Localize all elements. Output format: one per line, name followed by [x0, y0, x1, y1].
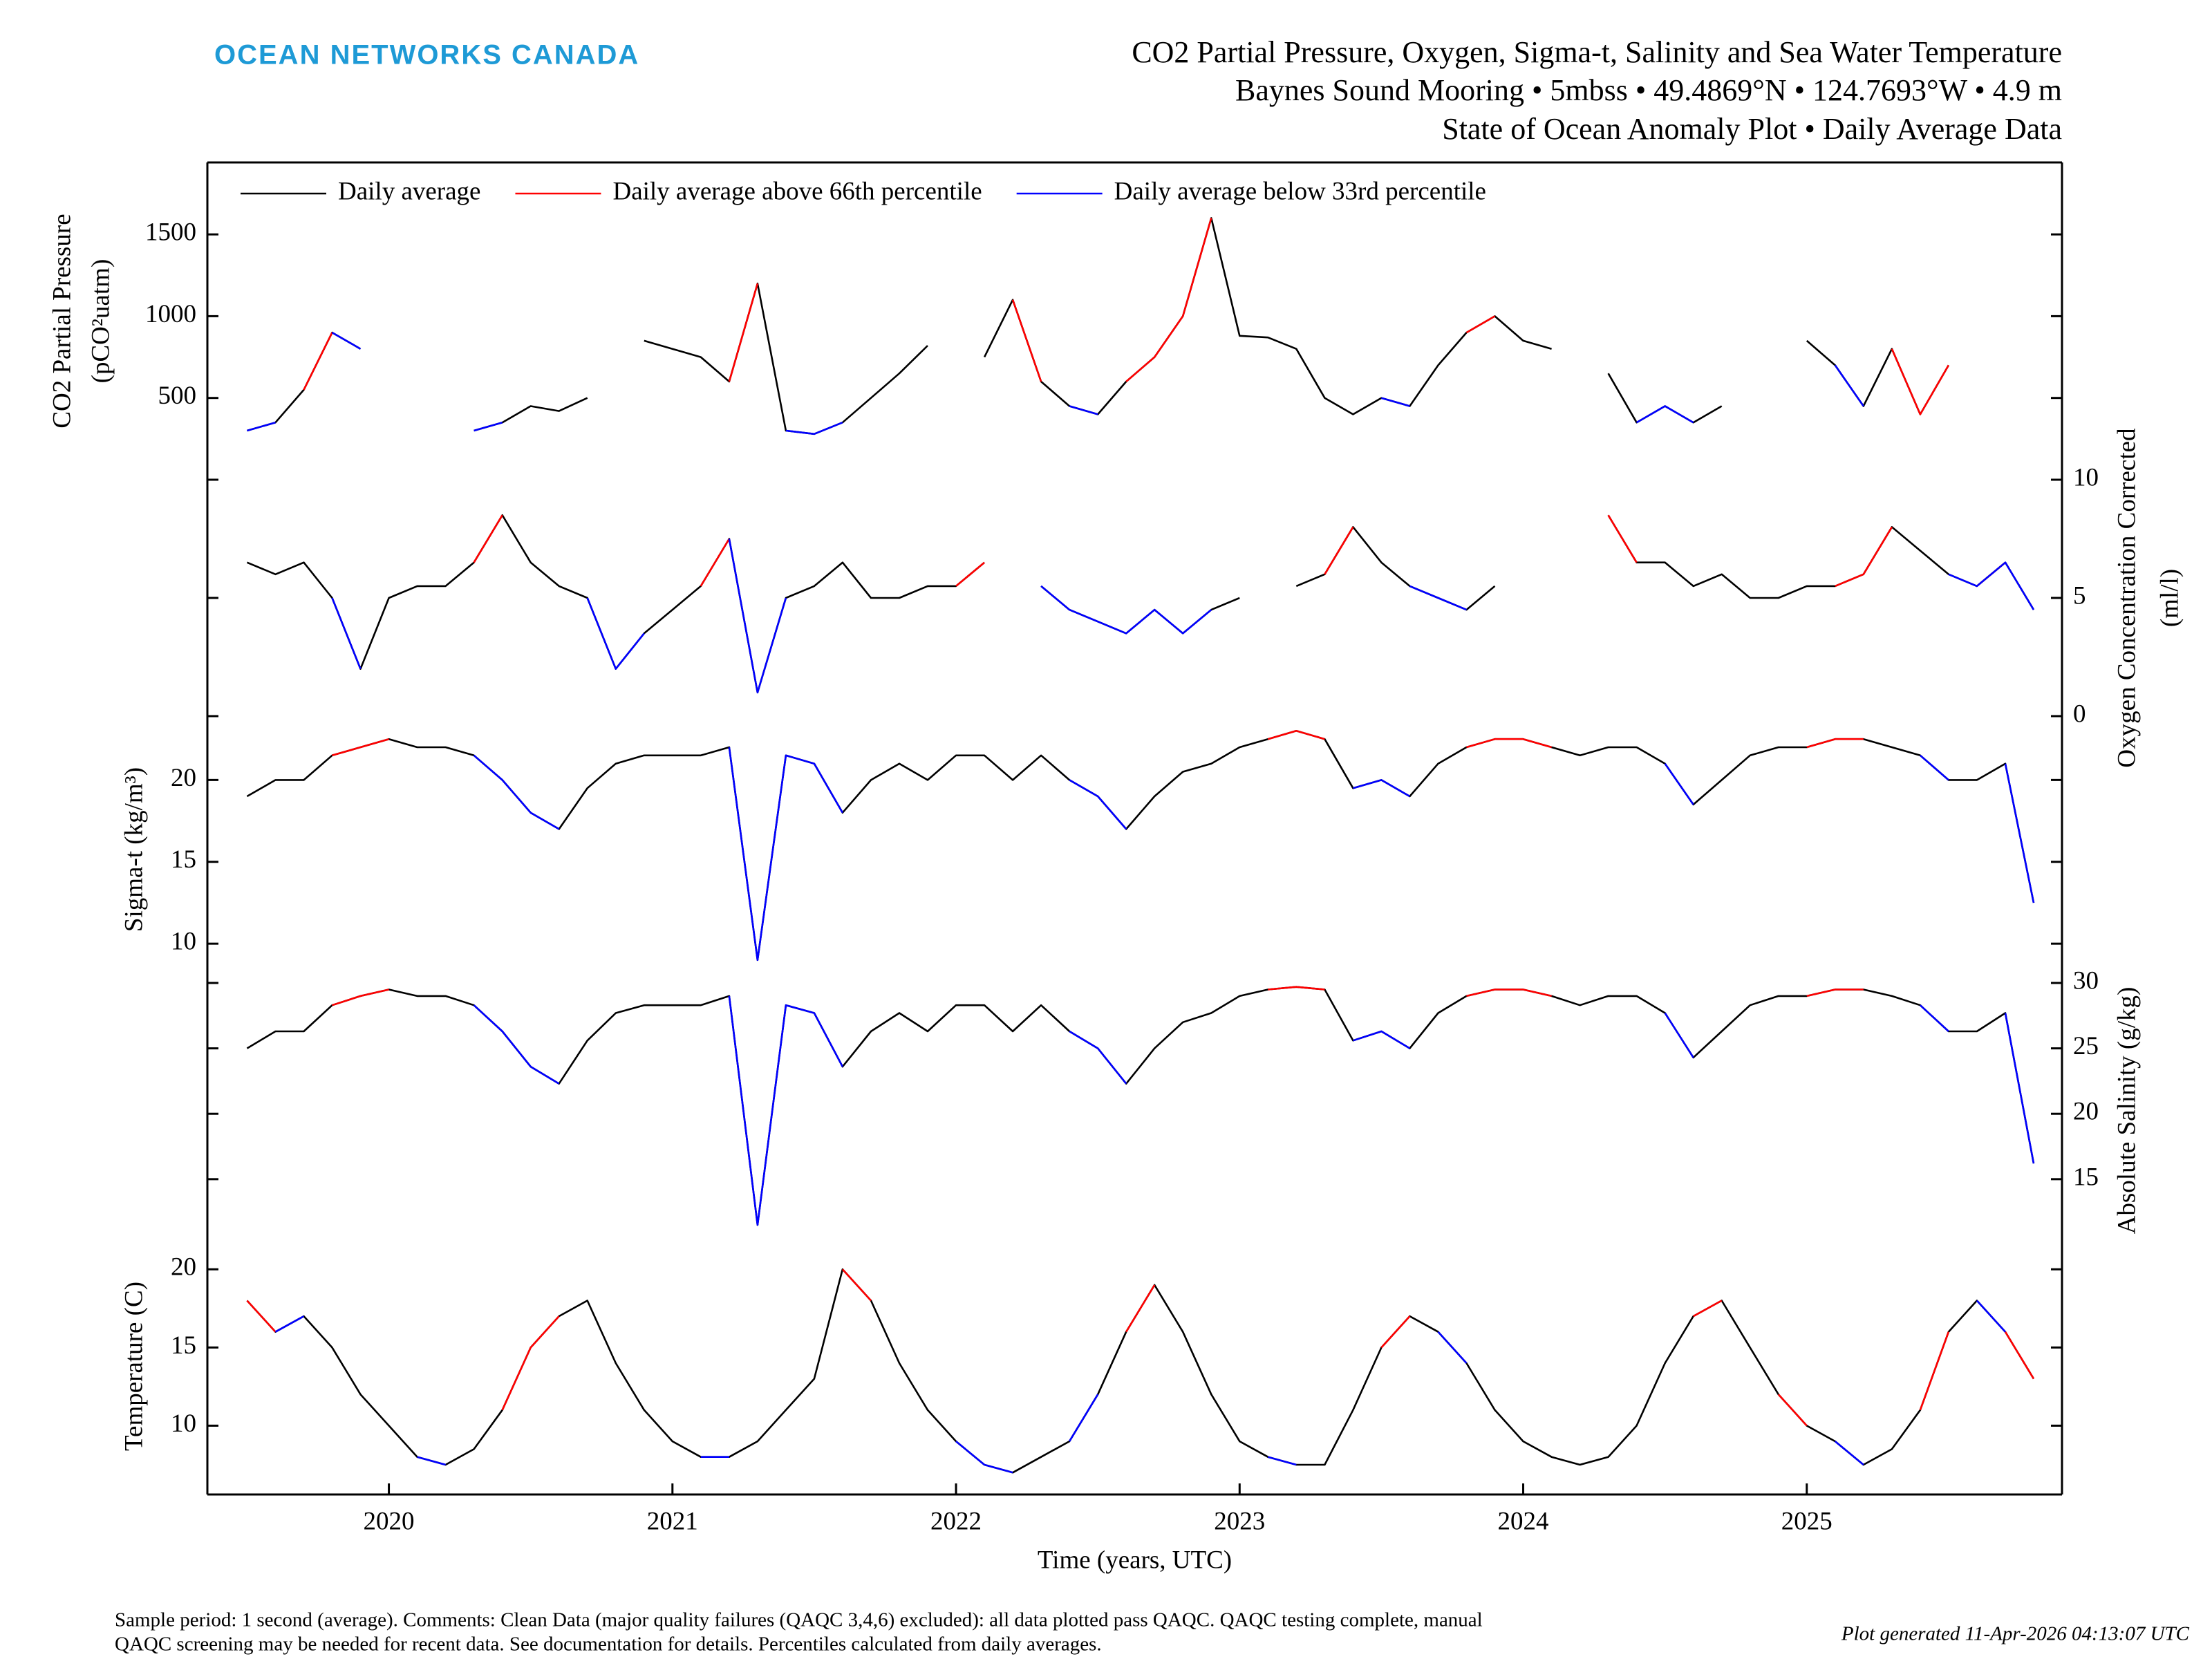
y-tick-label: 5: [2073, 581, 2086, 610]
y-tick-label: 20: [171, 1253, 196, 1282]
anomaly-line: [274, 1300, 2006, 1474]
anomaly-line: [473, 747, 2035, 962]
y-tick-label: 1000: [145, 300, 196, 328]
x-tick-label: 2023: [1214, 1507, 1265, 1535]
anomaly-line: [332, 986, 1864, 1006]
footer-note: QAQC screening may be needed for recent …: [115, 1633, 1102, 1656]
y-tick-label: 15: [171, 845, 196, 874]
x-tick-label: 2022: [930, 1507, 982, 1535]
y-tick-label: 15: [171, 1331, 196, 1360]
anomaly-line: [303, 218, 1950, 415]
y-tick-label: 25: [2073, 1032, 2099, 1060]
y-axis-label: (pCO²uatm): [86, 259, 115, 384]
y-tick-label: 0: [2073, 700, 2086, 728]
anomaly-line: [246, 1268, 2035, 1427]
x-tick-label: 2024: [1498, 1507, 1549, 1535]
y-axis-label: (ml/l): [2155, 569, 2184, 627]
legend-label: Daily average above 66th percentile: [612, 177, 982, 205]
y-tick-label: 10: [2073, 463, 2099, 491]
anomaly-line: [473, 514, 2006, 588]
y-axis-label: Temperature (C): [120, 1282, 148, 1451]
title-line: State of Ocean Anomaly Plot • Daily Aver…: [1442, 112, 2062, 146]
y-tick-label: 500: [158, 382, 197, 410]
legend-label: Daily average: [338, 177, 480, 205]
anomaly-line: [331, 538, 2035, 694]
y-axis-label: CO2 Partial Pressure: [48, 214, 76, 428]
legend-label: Daily average below 33rd percentile: [1114, 177, 1486, 205]
plot-generated: Plot generated 11-Apr-2026 04:13:07 UTC: [1841, 1623, 2190, 1645]
y-tick-label: 15: [2073, 1163, 2099, 1191]
x-tick-label: 2021: [647, 1507, 698, 1535]
y-tick-label: 10: [171, 928, 196, 956]
y-tick-label: 20: [2073, 1098, 2099, 1126]
anomaly-line: [473, 995, 2035, 1226]
y-tick-label: 1500: [145, 218, 196, 247]
y-axis-label: Sigma-t (kg/m³): [120, 767, 148, 932]
title-line: CO2 Partial Pressure, Oxygen, Sigma-t, S…: [1132, 35, 2062, 69]
anomaly-line: [332, 730, 1864, 757]
y-tick-label: 30: [2073, 966, 2099, 995]
footer-note: Sample period: 1 second (average). Comme…: [115, 1609, 1483, 1631]
y-tick-label: 10: [171, 1409, 196, 1438]
x-axis-label: Time (years, UTC): [1038, 1546, 1232, 1574]
logo: OCEAN NETWORKS CANADA: [214, 40, 639, 71]
y-axis-label: Oxygen Concentration Corrected: [2112, 428, 2141, 768]
title-line: Baynes Sound Mooring • 5mbss • 49.4869°N…: [1235, 73, 2062, 107]
anomaly-line: [247, 331, 1864, 435]
y-tick-label: 20: [171, 764, 196, 792]
y-axis-label: Absolute Salinity (g/kg): [2112, 987, 2141, 1235]
x-tick-label: 2025: [1781, 1507, 1833, 1535]
x-tick-label: 2020: [364, 1507, 415, 1535]
